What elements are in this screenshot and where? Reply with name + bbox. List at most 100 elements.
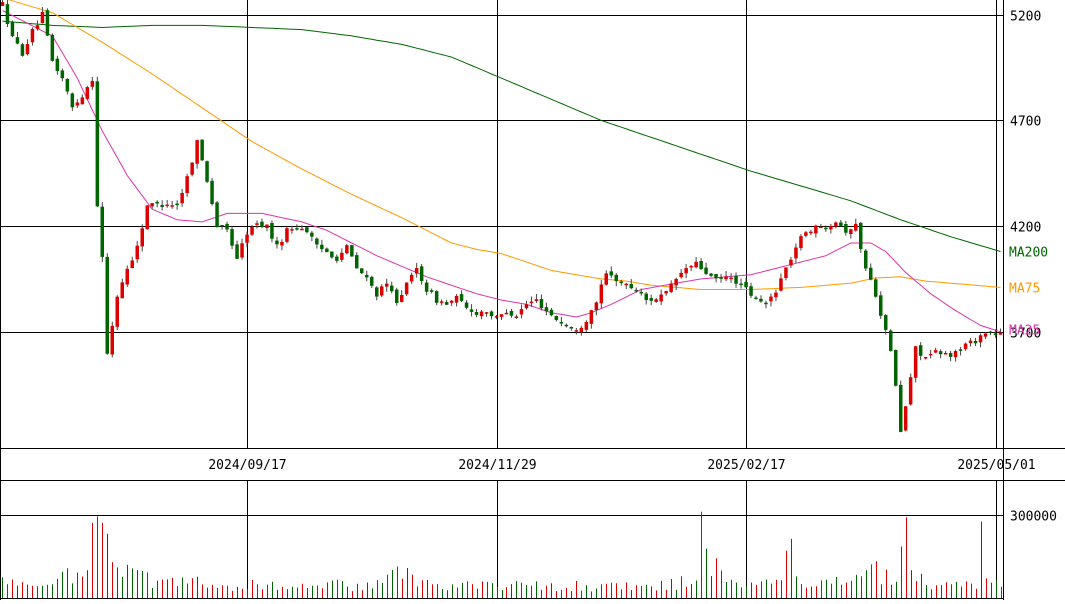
candle-body xyxy=(75,102,80,106)
candle-body xyxy=(569,327,574,329)
candle-body xyxy=(195,140,199,164)
candle-body xyxy=(943,353,948,355)
candle-body xyxy=(444,302,449,305)
candle-body xyxy=(370,276,374,286)
candle-body xyxy=(559,322,564,324)
candle-body xyxy=(968,340,973,344)
candle-body xyxy=(330,251,334,258)
candle-body xyxy=(190,162,194,175)
candle-body xyxy=(849,229,853,234)
candle-body xyxy=(439,301,444,303)
candle-body xyxy=(809,231,813,234)
candle-body xyxy=(509,311,514,316)
candle-body xyxy=(774,292,778,298)
candle-body xyxy=(335,256,339,261)
candle-body xyxy=(988,331,993,333)
candle-body xyxy=(499,314,504,317)
candle-body xyxy=(270,223,274,239)
candle-body xyxy=(275,240,279,245)
candle-body xyxy=(529,301,534,304)
candle-body xyxy=(539,299,544,309)
candle-body xyxy=(938,351,943,355)
candle-body xyxy=(993,333,998,335)
candle-body xyxy=(70,93,75,108)
candle-body xyxy=(469,309,474,312)
candle-body xyxy=(544,307,549,312)
ma-label-ma75: MA75 xyxy=(1009,281,1040,296)
candle-body xyxy=(789,259,793,266)
candle-body xyxy=(35,25,40,29)
date-tick-label: 2025/05/01 xyxy=(957,458,1035,473)
candle-body xyxy=(764,302,768,305)
candle-body xyxy=(145,205,149,229)
price-tick-label: 4200 xyxy=(1010,221,1041,236)
candle-body xyxy=(933,350,938,353)
candle-body xyxy=(829,225,833,230)
candle-body xyxy=(459,294,464,301)
candle-body xyxy=(609,271,613,276)
candle-body xyxy=(295,228,299,230)
candle-body xyxy=(644,293,648,300)
candle-body xyxy=(310,232,314,237)
candle-body xyxy=(175,203,179,206)
candle-body xyxy=(25,44,30,55)
candle-body xyxy=(155,201,159,204)
ma200-line xyxy=(2,20,1001,252)
candle-body xyxy=(160,205,164,207)
candle-body xyxy=(165,204,169,207)
candle-body xyxy=(474,312,479,315)
candle-body xyxy=(769,296,773,302)
candle-body xyxy=(130,260,134,268)
candle-body xyxy=(584,322,589,330)
ma-label-ma25: MA25 xyxy=(1009,324,1040,339)
candle-body xyxy=(355,255,359,269)
candle-body xyxy=(739,283,743,286)
candle-body xyxy=(894,349,898,386)
candle-body xyxy=(285,228,289,242)
candle-body xyxy=(395,289,399,303)
candle-body xyxy=(779,278,783,291)
candle-body xyxy=(205,161,209,182)
price-tick-label: 4700 xyxy=(1010,115,1041,130)
candle-body xyxy=(15,37,20,44)
candle-body xyxy=(869,267,873,280)
candle-body xyxy=(903,406,908,431)
volume-layer xyxy=(2,511,1002,598)
candle-body xyxy=(524,304,529,309)
candle-body xyxy=(589,310,594,324)
candle-body xyxy=(899,384,903,432)
candle-body xyxy=(115,296,119,327)
label-layer: 5200 4700 4200 3700 300000 2024/09/17 2024/11/… xyxy=(208,10,1057,525)
candle-body xyxy=(514,316,519,318)
candle-body xyxy=(494,316,499,318)
candle-body xyxy=(484,312,489,314)
candle-body xyxy=(220,225,224,227)
candle-body xyxy=(215,202,219,228)
candle-body xyxy=(574,330,579,332)
candle-body xyxy=(385,283,389,287)
candle-body xyxy=(255,223,259,225)
candle-body xyxy=(859,222,863,250)
candle-body xyxy=(489,311,494,317)
candle-body xyxy=(150,203,154,207)
candle-body xyxy=(958,349,963,351)
candle-body xyxy=(390,285,394,292)
candle-body xyxy=(694,261,698,268)
candle-body xyxy=(754,297,758,300)
candle-body xyxy=(699,261,703,270)
candle-body xyxy=(245,234,249,243)
candle-body xyxy=(230,229,234,246)
candle-body xyxy=(350,245,354,257)
candle-body xyxy=(564,324,569,327)
candle-body xyxy=(629,284,633,289)
candle-body xyxy=(380,286,384,296)
candle-body xyxy=(375,287,379,297)
candle-body xyxy=(5,4,10,24)
candle-body xyxy=(724,276,728,280)
candle-body xyxy=(429,290,434,292)
grid-layer xyxy=(0,0,1003,598)
